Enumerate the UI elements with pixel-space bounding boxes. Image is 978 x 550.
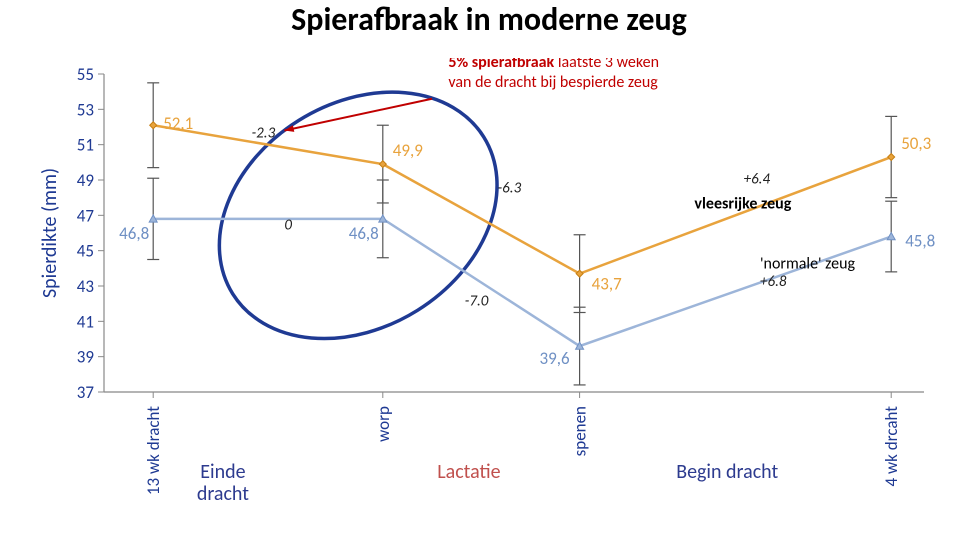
legend-0: vleesrijke zeug — [694, 194, 791, 213]
svg-text:51: 51 — [77, 135, 94, 156]
svg-text:45: 45 — [77, 241, 94, 262]
svg-text:47: 47 — [77, 205, 95, 226]
y-axis-label: Spierdikte (mm) — [38, 168, 62, 298]
value-label: 49,9 — [393, 140, 423, 161]
value-label: 45,8 — [905, 231, 935, 252]
svg-text:53: 53 — [77, 99, 94, 120]
x-tick-label: 13 wk dracht — [143, 406, 164, 495]
page-title: Spierafbraak in moderne zeug — [0, 0, 978, 39]
x-tick-label: 4 wk drcaht — [881, 406, 902, 487]
svg-text:43: 43 — [77, 276, 94, 297]
value-label: 46,8 — [119, 223, 149, 244]
svg-text:55: 55 — [77, 64, 94, 85]
legend-1: 'normale' zeug — [760, 254, 856, 273]
delta-label: 0 — [284, 216, 292, 234]
value-label: 39,6 — [540, 348, 570, 369]
value-label: 43,7 — [592, 274, 622, 295]
delta-label: +6.8 — [760, 273, 787, 291]
svg-text:39: 39 — [77, 347, 95, 368]
phase-label: Lactatie — [437, 460, 500, 484]
svg-text:49: 49 — [77, 170, 95, 191]
value-label: 50,3 — [901, 133, 931, 154]
svg-text:41: 41 — [77, 311, 94, 332]
x-tick-label: spenen — [570, 406, 591, 456]
phase-label: Eindedracht — [197, 460, 249, 506]
svg-text:37: 37 — [77, 382, 95, 403]
muscle-thickness-chart: 37 39 41 43 45 47 49 51 53 55 Spierdikte (mm) 13 wk… — [38, 58, 958, 528]
callout-text: 5% spierafbraak laatste 3 wekenvan de dr… — [448, 58, 659, 92]
x-tick-label: worp — [373, 406, 394, 442]
phase-label: Begin dracht — [676, 460, 778, 484]
value-label: 52,1 — [163, 113, 193, 134]
delta-label: -7.0 — [465, 292, 489, 310]
delta-label: -2.3 — [252, 125, 276, 143]
delta-label: +6.4 — [744, 171, 771, 189]
delta-label: -6.3 — [498, 179, 522, 197]
value-label: 46,8 — [349, 223, 379, 244]
